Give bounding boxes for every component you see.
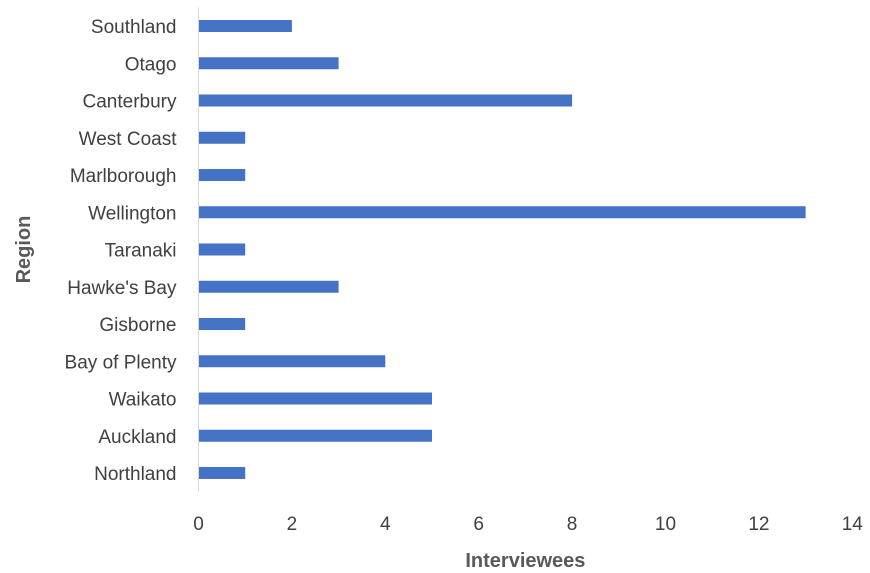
category-label: Marlborough bbox=[70, 166, 177, 187]
bar-southland bbox=[198, 20, 292, 32]
category-labels: Northland Auckland Waikato Bay of Plenty Gis… bbox=[65, 17, 178, 485]
category-label: Wellington bbox=[88, 203, 176, 224]
bar-northland bbox=[198, 467, 246, 479]
category-label: Waikato bbox=[109, 390, 177, 411]
x-tick-labels: 0 2 4 6 8 10 12 14 bbox=[193, 514, 863, 535]
category-label: West Coast bbox=[79, 129, 178, 150]
bar-canterbury bbox=[198, 94, 573, 107]
x-tick-label: 2 bbox=[287, 514, 298, 535]
category-label: Taranaki bbox=[105, 241, 177, 262]
category-label: Canterbury bbox=[83, 92, 177, 113]
bar-marlborough bbox=[198, 169, 246, 181]
x-tick-label: 14 bbox=[842, 514, 864, 535]
category-label: Northland bbox=[94, 464, 176, 485]
bar-west-coast bbox=[198, 131, 246, 144]
category-label: Gisborne bbox=[99, 315, 176, 336]
x-tick-label: 8 bbox=[567, 514, 578, 535]
x-tick-label: 6 bbox=[473, 514, 484, 535]
category-label: Auckland bbox=[98, 427, 176, 448]
x-axis-title: Interviewees bbox=[465, 550, 585, 572]
category-label: Hawke's Bay bbox=[67, 278, 177, 299]
category-label: Otago bbox=[125, 54, 177, 75]
x-tick-label: 10 bbox=[655, 514, 676, 535]
category-label: Southland bbox=[91, 17, 177, 38]
bar-wellington bbox=[198, 206, 806, 219]
bar-taranaki bbox=[198, 243, 246, 256]
bar-gisborne bbox=[198, 318, 246, 330]
category-label: Bay of Plenty bbox=[65, 352, 177, 373]
bar-otago bbox=[198, 57, 339, 70]
x-tick-label: 12 bbox=[748, 514, 769, 535]
bar-auckland bbox=[198, 429, 432, 442]
bar-waikato bbox=[198, 392, 432, 405]
bar-bay-of-plenty bbox=[198, 355, 386, 368]
bar-hawke-s-bay bbox=[198, 280, 339, 293]
x-tick-label: 4 bbox=[380, 514, 391, 535]
bars bbox=[198, 20, 806, 479]
x-tick-label: 0 bbox=[193, 514, 204, 535]
y-axis-title: Region bbox=[13, 216, 35, 284]
